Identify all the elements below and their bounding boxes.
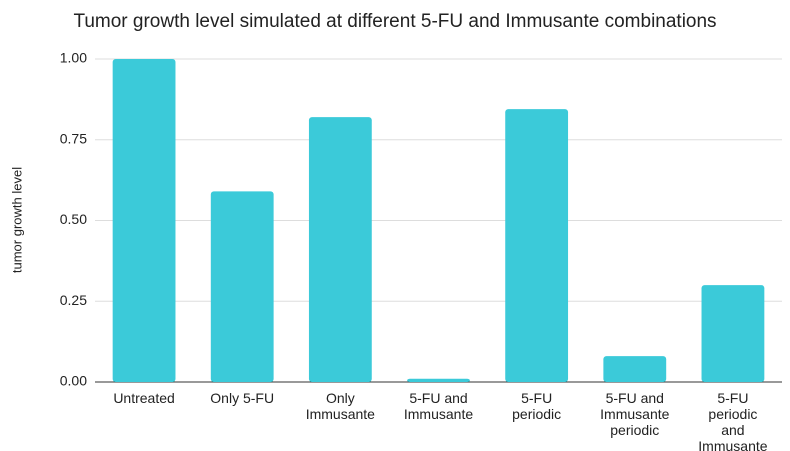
bar	[603, 356, 667, 382]
x-tick-label: Untreated	[113, 390, 175, 406]
y-tick-label: 0.00	[60, 373, 87, 389]
bar	[407, 378, 470, 382]
y-tick-label: 0.75	[60, 130, 87, 146]
bar	[210, 191, 274, 382]
chart-title: Tumor growth level simulated at differen…	[73, 11, 716, 32]
x-tick-label: 5-FU and Immusante periodic	[600, 390, 670, 438]
x-tick-label: Only 5-FU	[210, 390, 275, 406]
bar	[701, 285, 765, 382]
x-tick-label: 5-FU periodic and Immusante	[698, 390, 768, 451]
bar	[505, 109, 569, 382]
bar	[112, 59, 176, 382]
x-tick-label: 5-FU periodic	[512, 390, 562, 422]
x-tick-label: Only Immusante	[305, 390, 375, 422]
y-axis-label: tumor growth level	[9, 167, 24, 273]
y-tick-label: 1.00	[60, 50, 87, 66]
y-tick-label: 0.25	[60, 292, 87, 308]
bar	[308, 117, 372, 382]
y-tick-label: 0.50	[60, 211, 87, 227]
x-tick-label: 5-FU and Immusante	[403, 390, 474, 422]
